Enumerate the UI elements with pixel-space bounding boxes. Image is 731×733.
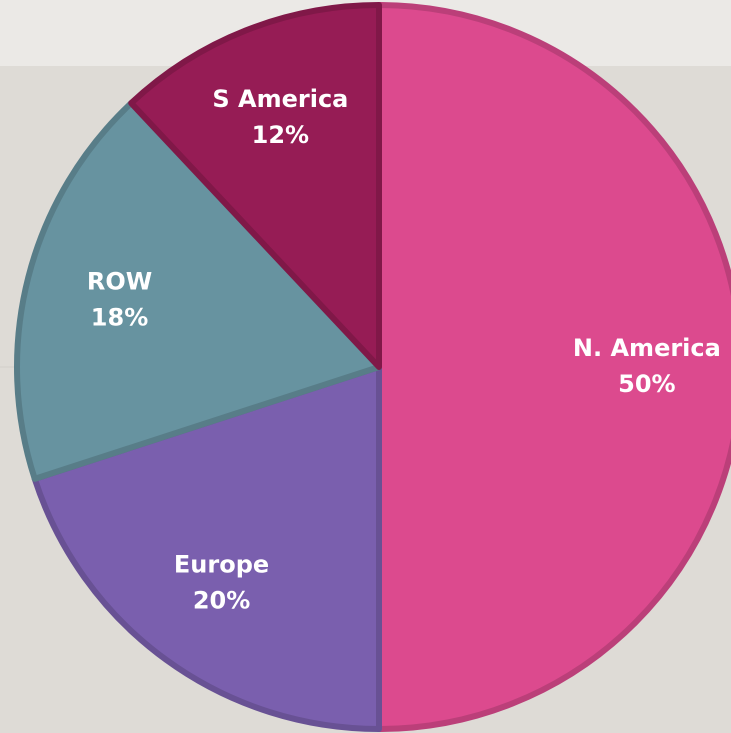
slice-value: 50% — [618, 370, 675, 398]
slice-name: ROW — [87, 267, 152, 295]
pie-slice — [31, 364, 382, 732]
slice-name: Europe — [174, 551, 269, 579]
pie-slice — [376, 2, 731, 732]
pie — [14, 2, 731, 732]
slice-name: N. America — [573, 334, 721, 362]
slice-value: 20% — [193, 587, 250, 615]
labels: N. America 50% Europe 20% ROW 18% S America 12% — [87, 85, 721, 615]
pie-slice — [128, 2, 382, 370]
slice-value: 18% — [91, 303, 148, 331]
slice-name: S America — [212, 85, 348, 113]
slice-value: 12% — [252, 121, 309, 149]
pie-slice — [14, 100, 382, 482]
